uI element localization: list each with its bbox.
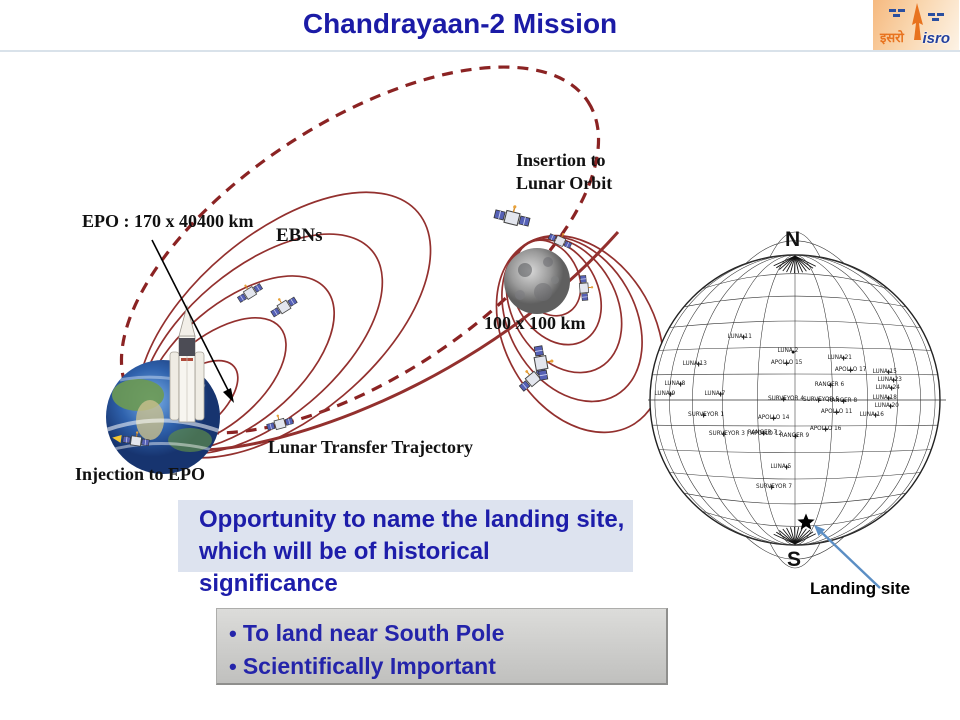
opportunity-callout: Opportunity to name the landing site, wh… (178, 500, 633, 597)
map-site-marker: APOLLO 16 (810, 419, 842, 437)
insertion-to-lunar-orbit-label: Insertion to Lunar Orbit (516, 150, 613, 193)
moon-illustration (504, 248, 570, 314)
moon-globe-grid (648, 231, 946, 589)
epo-pointer-arrow (151, 239, 234, 403)
map-site-marker: LUNA 5 (771, 457, 792, 475)
map-site-marker: SURVEYOR 4 (768, 389, 804, 407)
ebns-label: EBNs (276, 225, 323, 246)
map-site-marker: RANGER 8 (828, 391, 857, 409)
landing-site-arrow (814, 525, 881, 589)
epo-label: EPO : 170 x 40400 km (82, 211, 254, 231)
lunar-orbit-size-label: 100 x 100 km (484, 313, 586, 333)
map-site-marker: LUNA 24 (876, 378, 900, 396)
satellite-icons (112, 200, 595, 448)
map-site-marker: APOLLO 11 (821, 402, 853, 420)
isro-logo-latin-text: isro (922, 30, 950, 47)
map-site-marker: LUNA 23 (878, 370, 902, 388)
map-site-marker: LUNA 15 (873, 362, 897, 380)
rocket-icon (169, 304, 205, 423)
map-site-marker: LUNA 21 (828, 348, 852, 366)
isro-logo: इसरो isro (873, 0, 959, 50)
header-divider (0, 50, 960, 52)
lunar-orbits (495, 234, 665, 434)
map-site-marker: RANGER 6 (815, 375, 844, 393)
map-site-marker: LUNA 8 (665, 374, 686, 392)
isro-rocket-icon (889, 3, 944, 40)
map-site-marker: RANGER 9 (780, 426, 809, 444)
map-site-marker: LUNA 18 (873, 388, 897, 406)
injection-to-epo-label: Injection to EPO (75, 464, 205, 484)
map-site-marker: LUNA 7 (705, 384, 726, 402)
map-site-marker: RANGER 7 (748, 423, 777, 441)
map-site-marker: SURVEYOR 3 | APOLLO 12 (709, 424, 782, 442)
map-site-marker: LUNA 16 (860, 405, 884, 423)
objective-item: To land near South Pole (229, 617, 666, 650)
earth-illustration (106, 360, 220, 474)
north-pole-fan (773, 255, 816, 274)
landing-site-label: Landing site (810, 579, 911, 598)
south-pole-label: S (787, 548, 802, 571)
landing-sites-layer: LUNA 11 LUNA 2APOLLO 15 LUNA 21APOLLO 17 LU… (648, 228, 950, 616)
map-site-marker: LUNA 11 (728, 327, 752, 345)
trajectory-diagram (106, 65, 665, 474)
page-title: Chandrayaan-2 Mission (302, 8, 618, 39)
map-site-marker: SURVEYOR 7 (756, 477, 792, 495)
map-site-marker: LUNA 9 (655, 384, 676, 402)
map-site-marker: APOLLO 14 (758, 408, 790, 426)
lunar-transfer-trajectory-label: Lunar Transfer Trajectory (268, 437, 473, 457)
south-pole-fan (773, 526, 816, 545)
moon-landing-map: LUNA 11 LUNA 2APOLLO 15 LUNA 21APOLLO 17 LU… (648, 228, 950, 616)
map-site-marker: APOLLO 15 (771, 353, 803, 371)
objectives-callout: To land near South Pole Scientifically I… (216, 608, 668, 685)
map-site-marker: APOLLO 17 (835, 360, 867, 378)
map-site-marker: SURVEYOR 5 (803, 390, 839, 408)
map-site-marker: SURVEYOR 1 (688, 405, 724, 423)
map-site-marker: LUNA 20 (875, 396, 899, 414)
isro-logo-hindi-text: इसरो (880, 30, 904, 45)
objective-item: Scientifically Important (229, 650, 666, 683)
landing-site-star (797, 513, 815, 530)
map-site-marker: LUNA 13 (683, 354, 707, 372)
map-site-marker: LUNA 2 (778, 341, 799, 359)
north-pole-label: N (785, 228, 801, 251)
